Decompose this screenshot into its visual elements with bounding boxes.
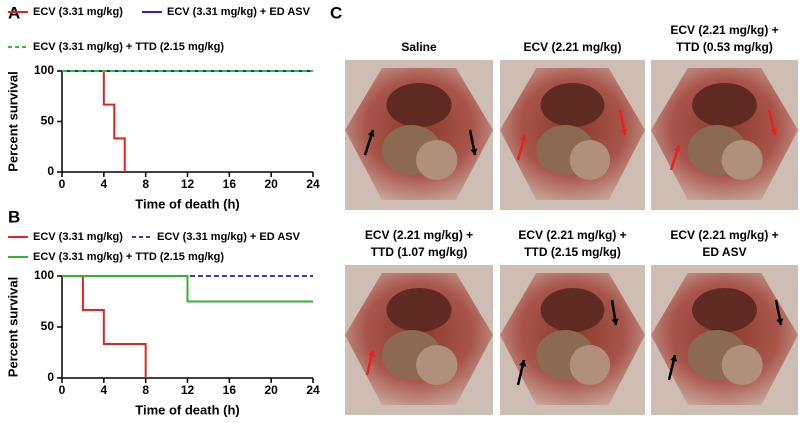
organ [692, 288, 757, 332]
photo-caption: ECV (2.21 mg/kg) + [670, 228, 778, 242]
panel-label: B [8, 207, 20, 226]
organ [386, 83, 452, 127]
arrow-head [470, 148, 478, 155]
arrow-head [670, 355, 678, 362]
organ [721, 345, 763, 385]
x-tick-label: 16 [223, 177, 237, 191]
organ [721, 140, 763, 180]
arrow-head [620, 128, 628, 135]
organ [569, 140, 611, 180]
arrow-head [367, 130, 375, 137]
legend-label: ECV (3.31 mg/kg) + TTD (2.15 mg/kg) [33, 41, 224, 53]
legend-label: ECV (3.31 mg/kg) + ED ASV [157, 231, 301, 243]
y-tick-label: 100 [34, 63, 54, 77]
x-tick-label: 4 [100, 383, 107, 397]
legend-label: ECV (3.31 mg/kg) + TTD (2.15 mg/kg) [33, 251, 224, 263]
arrow-head [519, 135, 527, 142]
photo-caption: ECV (2.21 mg/kg) + [365, 228, 473, 242]
x-tick-label: 4 [100, 177, 107, 191]
photo-caption: ED ASV [702, 245, 746, 259]
photo-caption: Saline [401, 40, 437, 54]
y-tick-label: 50 [41, 319, 55, 333]
photo-caption: ECV (2.21 mg/kg) + [518, 228, 626, 242]
x-axis-label: Time of death (h) [135, 196, 239, 211]
x-tick-label: 16 [223, 383, 237, 397]
arrow-head [776, 318, 784, 325]
x-tick-label: 20 [264, 383, 278, 397]
legend-label: ECV (3.31 mg/kg) + ED ASV [167, 6, 311, 18]
y-axis-label: Percent survival [5, 71, 20, 171]
panel-label: C [330, 3, 342, 22]
x-tick-label: 0 [59, 177, 66, 191]
x-tick-label: 0 [59, 383, 66, 397]
photo [345, 60, 493, 210]
legend-label: ECV (3.31 mg/kg) [33, 6, 123, 18]
photo [345, 265, 493, 415]
photo-caption: TTD (2.15 mg/kg) [524, 245, 621, 259]
photo-caption: ECV (2.21 mg/kg) + [670, 23, 778, 37]
organ [416, 345, 458, 385]
photo-caption: ECV (2.21 mg/kg) [523, 40, 621, 54]
organ [386, 288, 452, 332]
x-axis-label: Time of death (h) [135, 402, 239, 417]
y-axis-label: Percent survival [5, 277, 20, 377]
arrow-head [673, 145, 681, 152]
x-tick-label: 8 [142, 383, 149, 397]
organ [692, 83, 757, 127]
x-tick-label: 24 [306, 383, 320, 397]
organ [540, 288, 605, 332]
arrow-head [519, 360, 527, 367]
legend-label: ECV (3.31 mg/kg) [33, 231, 123, 243]
organ [569, 345, 611, 385]
photo [651, 265, 798, 415]
organ [540, 83, 605, 127]
x-tick-label: 20 [264, 177, 278, 191]
arrow-head [611, 318, 619, 325]
x-tick-label: 12 [181, 383, 195, 397]
photo-caption: TTD (1.07 mg/kg) [371, 245, 468, 259]
photo [651, 60, 798, 210]
photo [500, 265, 645, 415]
photo [500, 60, 645, 210]
photo-caption: TTD (0.53 mg/kg) [676, 40, 773, 54]
y-tick-label: 50 [41, 114, 55, 128]
survival-line [62, 275, 313, 303]
arrow-head [770, 128, 778, 135]
x-tick-label: 8 [142, 177, 149, 191]
arrow-head [368, 350, 376, 357]
organ [416, 140, 458, 180]
y-tick-label: 100 [34, 268, 54, 282]
x-tick-label: 12 [181, 177, 195, 191]
y-tick-label: 0 [47, 370, 54, 384]
x-tick-label: 24 [306, 177, 320, 191]
y-tick-label: 0 [47, 164, 54, 178]
